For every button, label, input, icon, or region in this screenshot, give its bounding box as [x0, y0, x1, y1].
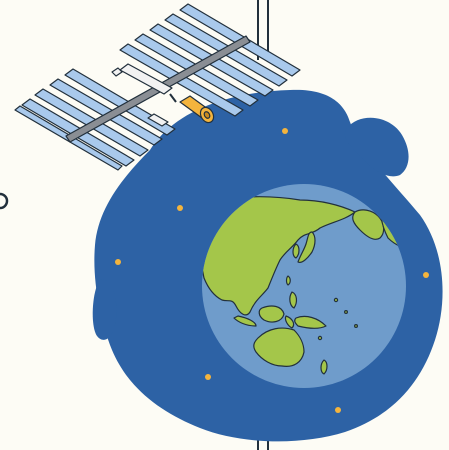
star-icon [282, 128, 288, 134]
star-icon [115, 259, 121, 265]
star-icon [423, 272, 429, 278]
stars [115, 128, 429, 413]
star-icon [177, 205, 183, 211]
star-icon [335, 407, 341, 413]
station-module-white [119, 63, 173, 95]
space-station-icon [14, 3, 301, 171]
station-module-orange [179, 95, 215, 124]
star-icon [205, 374, 211, 380]
circle-outline-icon [0, 192, 9, 210]
